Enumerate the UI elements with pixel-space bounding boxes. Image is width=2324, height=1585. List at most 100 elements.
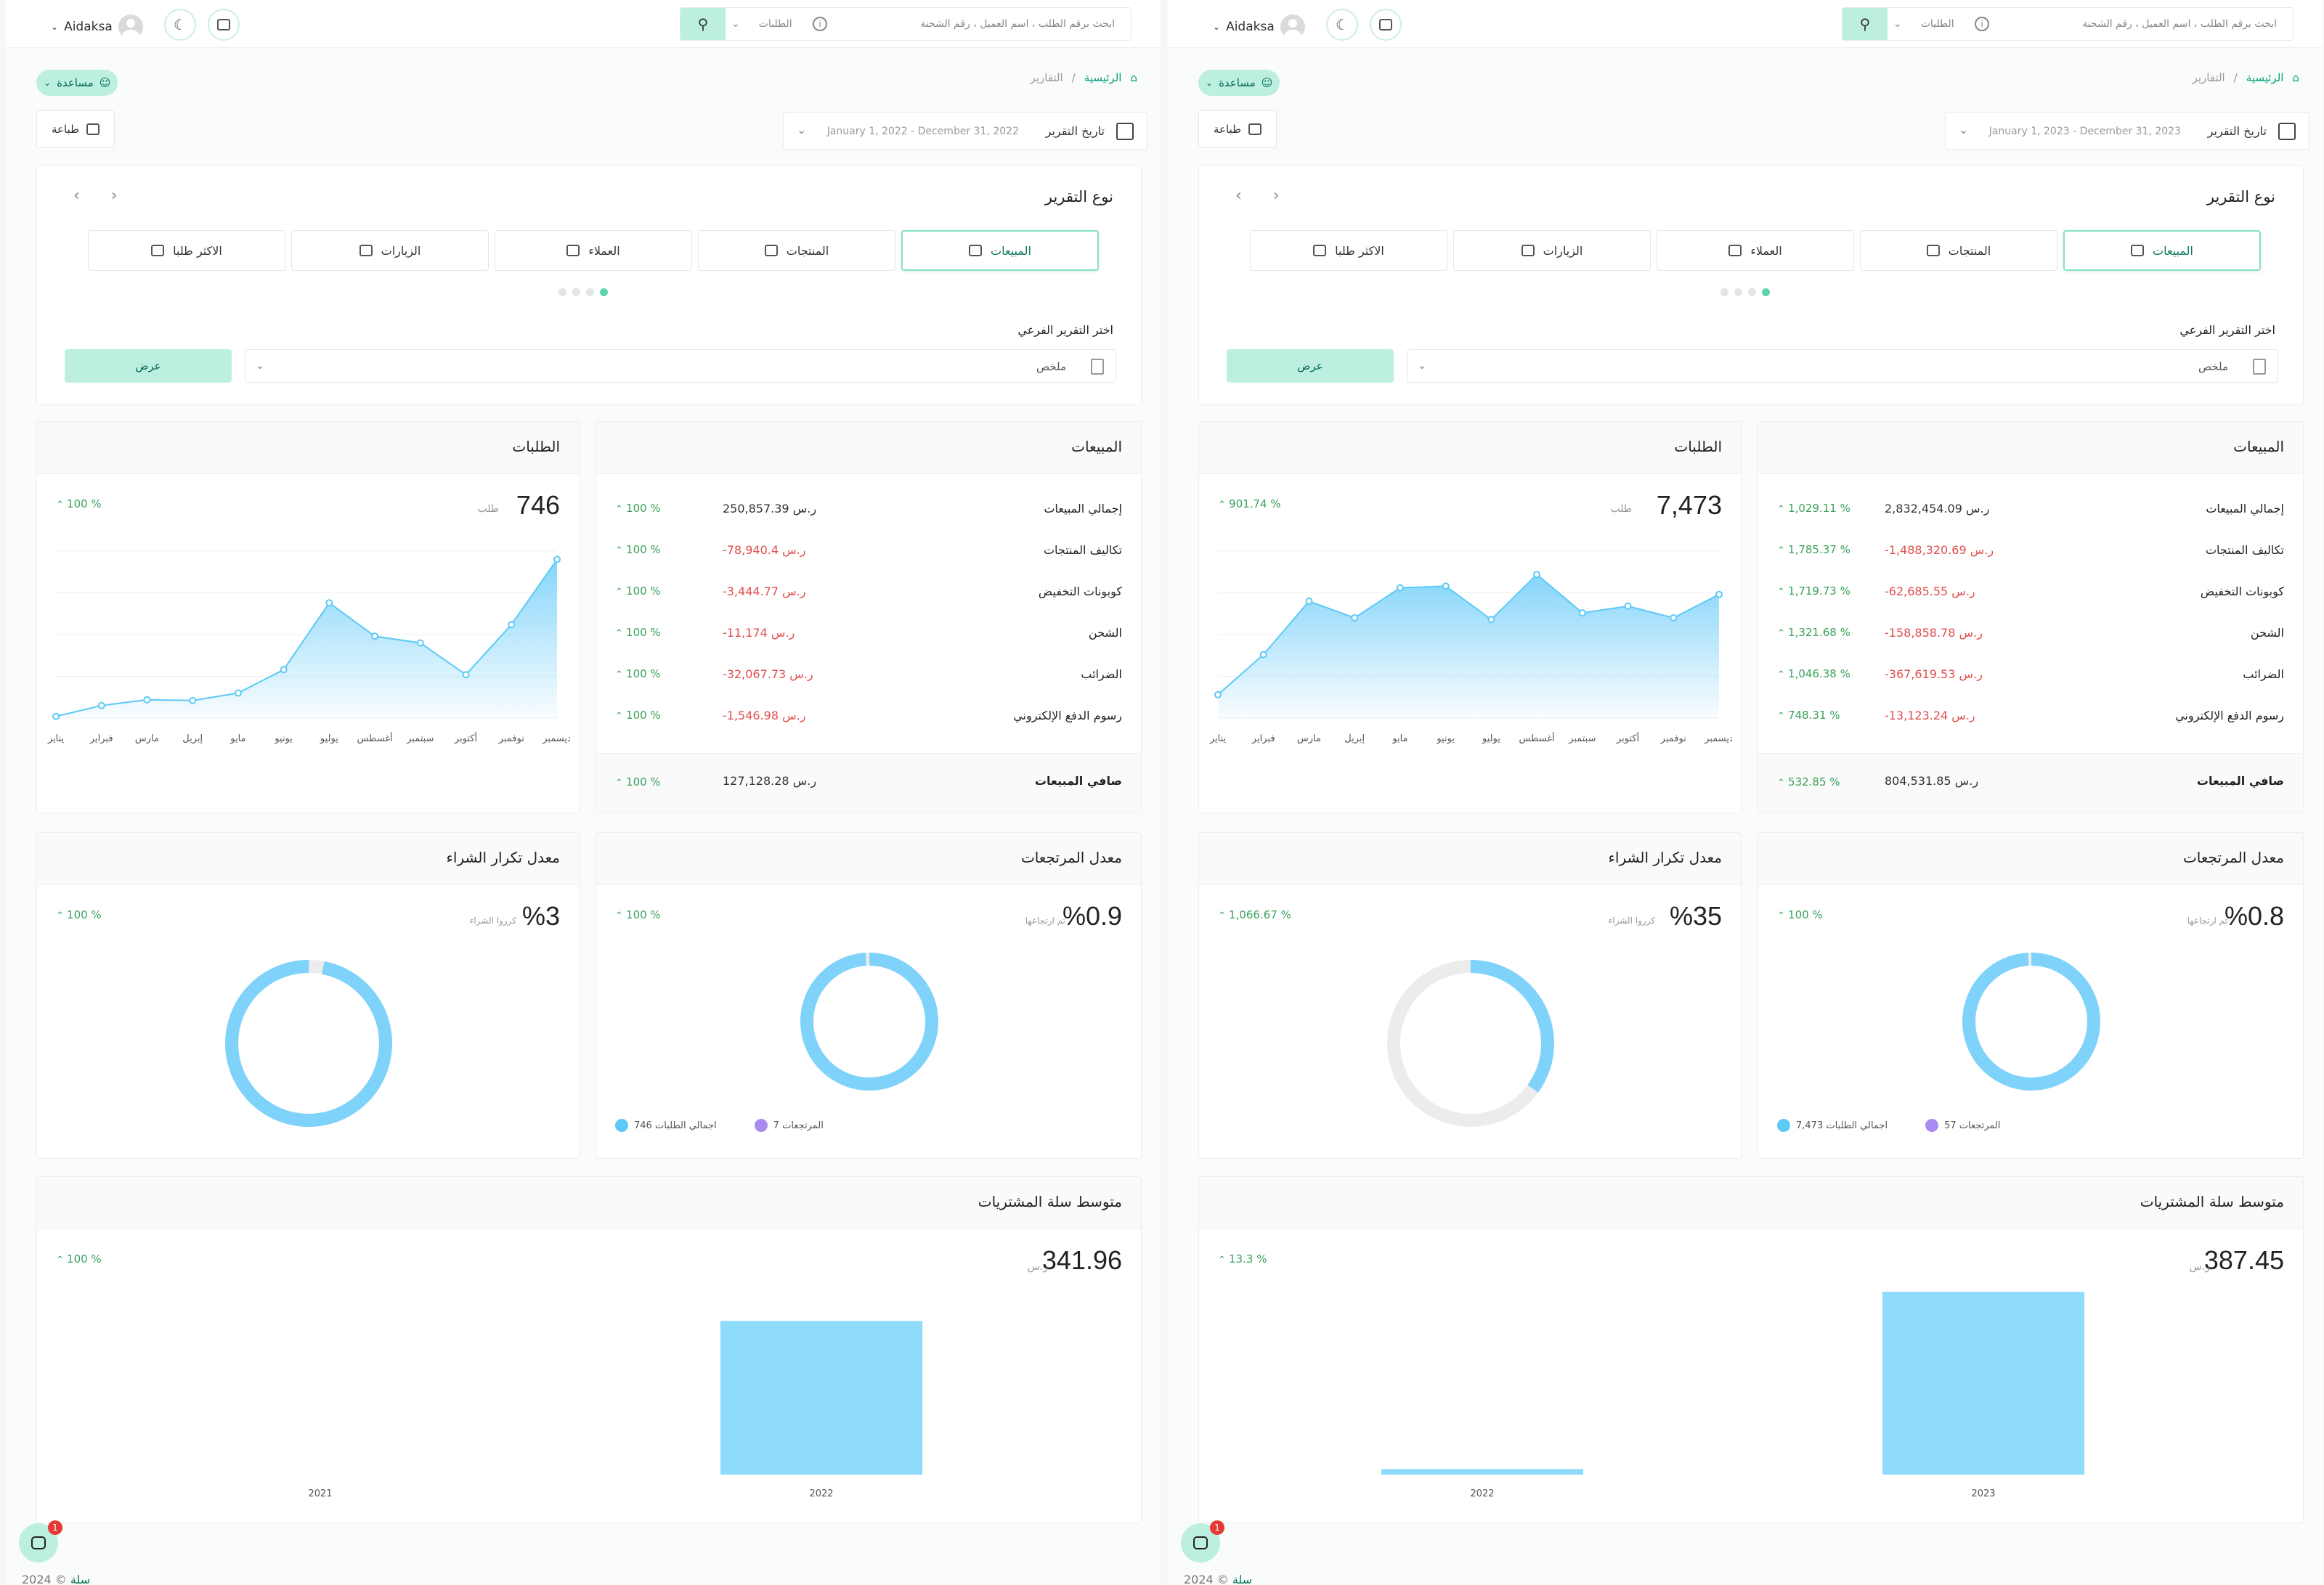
report-tab[interactable]: المبيعات xyxy=(2063,230,2261,271)
show-button[interactable]: عرض xyxy=(1227,349,1394,383)
search-input[interactable]: ابحث برقم الطلب ، اسم العميل ، رقم الشحن… xyxy=(2082,18,2277,30)
footer-brand[interactable]: سلة xyxy=(1232,1573,1253,1585)
breadcrumb-home[interactable]: الرئيسية xyxy=(1084,71,1122,84)
sales-row-pct: 100 % xyxy=(615,502,661,515)
footer: 2024 © سلة xyxy=(22,1573,90,1585)
print-button[interactable]: طباعة xyxy=(36,110,115,148)
carousel-arrows[interactable]: ‹ › xyxy=(73,187,131,205)
data-point xyxy=(97,701,105,709)
print-button[interactable]: طباعة xyxy=(1198,110,1277,148)
gift-button[interactable] xyxy=(208,9,240,41)
report-tab[interactable]: الاكثر طلبا xyxy=(1250,230,1447,271)
help-button[interactable]: ⌄ مساعدة ☺ xyxy=(1198,70,1280,96)
x-tick-label: سبتمبر xyxy=(406,733,434,744)
chat-button[interactable]: 1 xyxy=(1181,1520,1224,1562)
search-input[interactable]: ابحث برقم الطلب ، اسم العميل ، رقم الشحن… xyxy=(920,18,1115,30)
sales-row: الشحن -158,858.78 ر.س 1,321.68 % xyxy=(1777,626,2284,648)
sales-row-pct: 1,719.73 % xyxy=(1777,584,1850,598)
search-icon: ⚲ xyxy=(697,15,709,33)
print-label: طباعة xyxy=(1213,123,1242,136)
search-scope-select[interactable]: ⌄ الطلبات xyxy=(1893,8,1954,40)
sub-report-select[interactable]: ملخص ⌄ xyxy=(1407,349,2278,383)
tab-label: العملاء xyxy=(588,243,620,258)
report-tab[interactable]: المبيعات xyxy=(901,230,1099,271)
basket-title: متوسط سلة المشتريات xyxy=(978,1193,1122,1210)
chat-button[interactable]: 1 xyxy=(19,1520,62,1562)
data-point xyxy=(1396,584,1404,592)
x-tick-label: فبراير xyxy=(1251,733,1275,744)
sales-row-pct: 1,046.38 % xyxy=(1777,667,1850,680)
user-menu[interactable]: ⌄ Aidaksa xyxy=(1213,15,1305,39)
sales-row-pct: 1,785.37 % xyxy=(1777,543,1850,556)
help-button[interactable]: ⌄ مساعدة ☺ xyxy=(36,70,118,96)
breadcrumb-home[interactable]: الرئيسية xyxy=(2246,71,2284,84)
sales-card: المبيعات إجمالي المبيعات 2,832,454.09 ر.… xyxy=(1758,421,2304,813)
chevron-down-icon: ⌄ xyxy=(1893,18,1902,30)
date-range-picker[interactable]: تاريخ التقرير January 1, 2023 - December… xyxy=(1945,112,2309,150)
carousel-dots[interactable] xyxy=(1720,288,1770,296)
report-tab[interactable]: العملاء xyxy=(495,230,692,271)
moon-icon: ☾ xyxy=(174,16,187,33)
footer-brand[interactable]: سلة xyxy=(70,1573,91,1585)
returns-sub: تم ارتجاعها xyxy=(1025,916,1065,926)
bar xyxy=(1381,1469,1583,1475)
help-label: مساعدة xyxy=(57,76,94,89)
carousel-dots[interactable] xyxy=(558,288,608,296)
sub-report-select[interactable]: ملخص ⌄ xyxy=(245,349,1116,383)
top-bar: ⌄ Aidaksa ☾ ⚲ ⌄ الطلبات i ابحث برقم الطل… xyxy=(1168,0,2323,48)
net-sales-row: صافي المبيعات 127,128.28 ر.س 100 % xyxy=(596,753,1141,812)
search-button[interactable]: ⚲ xyxy=(680,8,726,40)
report-tab[interactable]: العملاء xyxy=(1657,230,1854,271)
x-tick-label: مارس xyxy=(135,733,159,744)
sales-row: الشحن -11,174 ر.س 100 % xyxy=(615,626,1122,648)
show-button[interactable]: عرض xyxy=(65,349,232,383)
repeat-donut-chart xyxy=(1387,960,1554,1127)
report-tab[interactable]: الاكثر طلبا xyxy=(88,230,285,271)
sales-row-value: -158,858.78 ر.س xyxy=(1885,626,1983,640)
carousel-arrows[interactable]: ‹ › xyxy=(1235,187,1293,205)
gift-button[interactable] xyxy=(1370,9,1402,41)
user-menu[interactable]: ⌄ Aidaksa xyxy=(51,15,143,39)
search-button[interactable]: ⚲ xyxy=(1842,8,1888,40)
returns-legend: 746 اجمالي الطلبات 7 المرتجعات xyxy=(615,1119,824,1132)
x-tick-label: أكتوبر xyxy=(1616,732,1639,744)
chevron-down-icon: ⌄ xyxy=(44,78,52,88)
chevron-down-icon: ⌄ xyxy=(51,22,59,32)
sales-row-value: -32,067.73 ر.س xyxy=(723,667,813,681)
repeat-donut-chart xyxy=(225,960,392,1128)
report-tab[interactable]: الزيارات xyxy=(1453,230,1651,271)
home-icon[interactable]: ⌂ xyxy=(2292,71,2299,84)
data-point xyxy=(1624,602,1632,610)
calendar-icon xyxy=(1116,123,1134,140)
legend-total: 7,473 اجمالي الطلبات xyxy=(1777,1119,1888,1132)
support-icon: ☺ xyxy=(1261,76,1273,89)
data-point xyxy=(553,555,561,563)
donut-arc xyxy=(800,953,938,1091)
repeat-rate-pct: 1,066.67 % xyxy=(1218,908,1291,921)
home-icon[interactable]: ⌂ xyxy=(1130,71,1137,84)
returns-value: %0.8 xyxy=(2224,901,2284,931)
report-tab[interactable]: المنتجات xyxy=(1860,230,2057,271)
info-icon: i xyxy=(1975,17,1989,31)
sales-row-pct: 100 % xyxy=(615,709,661,722)
printer-icon xyxy=(1248,123,1262,135)
date-range-picker[interactable]: تاريخ التقرير January 1, 2022 - December… xyxy=(783,112,1147,150)
report-type-title: نوع التقرير xyxy=(1044,188,1113,205)
search-scope-select[interactable]: ⌄ الطلبات xyxy=(731,8,792,40)
document-icon xyxy=(1091,359,1104,375)
tab-label: الزيارات xyxy=(381,243,421,258)
report-tab[interactable]: المنتجات xyxy=(698,230,895,271)
x-tick-label: 2022 xyxy=(1470,1488,1494,1499)
sub-report-value: ملخص xyxy=(1036,360,1066,373)
report-tab[interactable]: الزيارات xyxy=(291,230,489,271)
x-tick-label: إبريل xyxy=(1344,733,1365,744)
sales-row: الضرائب -32,067.73 ر.س 100 % xyxy=(615,667,1122,689)
data-point xyxy=(1670,614,1678,622)
orders-card: الطلبات 746 طلب 100 % يناير فبراير مارس إبر… xyxy=(36,421,580,813)
breadcrumb-current: التقارير xyxy=(1030,71,1063,84)
dark-mode-button[interactable]: ☾ xyxy=(1326,9,1358,41)
sales-row-value: 250,857.39 ر.س xyxy=(723,502,817,516)
dark-mode-button[interactable]: ☾ xyxy=(164,9,196,41)
sales-row-label: إجمالي المبيعات xyxy=(1044,502,1122,516)
net-sales-row: صافي المبيعات 804,531.85 ر.س 532.85 % xyxy=(1758,753,2303,812)
